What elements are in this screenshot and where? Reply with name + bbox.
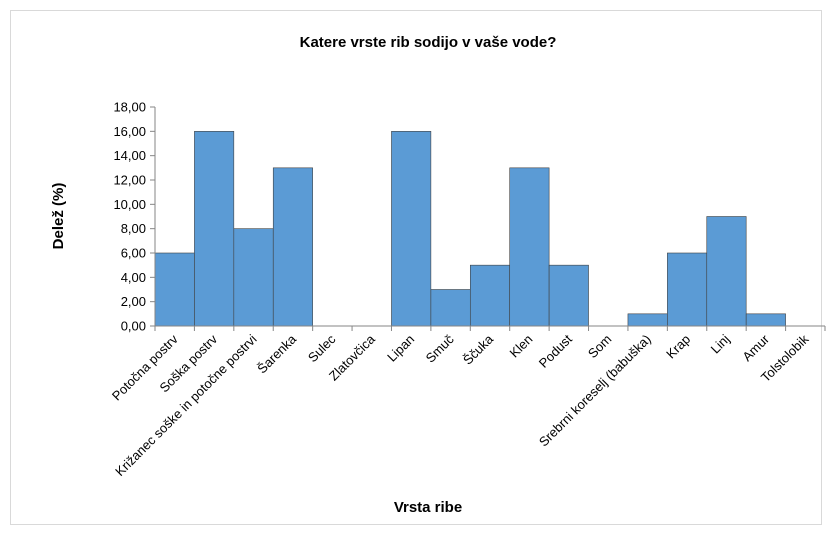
chart-title: Katere vrste rib sodijo v vaše vode? (300, 34, 557, 51)
x-tick-label: Križanec soške in potočne postrvi (112, 331, 260, 479)
bar-1 (194, 131, 235, 327)
y-tick-label: 12,00 (113, 173, 146, 188)
axes-group (154, 107, 825, 327)
bar-2 (233, 228, 274, 327)
x-tick-label: Smuč (423, 331, 457, 365)
y-tick-label: 8,00 (121, 221, 146, 236)
bar-13 (667, 252, 708, 327)
bar-12 (627, 313, 668, 327)
y-tick-label: 14,00 (113, 148, 146, 163)
x-tick-label: Ščuka (460, 331, 497, 368)
x-tick-label: Som (585, 332, 615, 362)
y-tick-label: 6,00 (121, 246, 146, 261)
x-tick-label: Sulec (305, 331, 339, 365)
x-tick-label: Klen (507, 332, 536, 361)
bar-15 (745, 313, 786, 327)
x-tick-label: Amur (739, 331, 772, 364)
y-tick-label: 18,00 (113, 100, 146, 115)
x-axis-title: Vrsta ribe (394, 499, 462, 516)
bar-0 (154, 252, 195, 327)
x-tick-label: Krap (663, 332, 693, 362)
y-tick-label: 2,00 (121, 294, 146, 309)
x-tick-label: Potočna postrv (109, 331, 181, 403)
y-tick-label: 0,00 (121, 319, 146, 334)
bar-3 (272, 167, 313, 327)
bar-7 (430, 289, 471, 327)
x-tick-label: Linj (708, 331, 733, 356)
bar-6 (391, 131, 432, 327)
bar-9 (509, 167, 550, 327)
y-tick-label: 4,00 (121, 270, 146, 285)
y-tick-label: 16,00 (113, 124, 146, 139)
y-tick-label: 10,00 (113, 197, 146, 212)
y-ticks-group: 0,00 2,00 4,00 6,00 8,00 10,00 12,00 14,00 16,00… (113, 100, 155, 334)
x-tick-label: Šarenka (254, 331, 299, 376)
bar-10 (548, 264, 589, 327)
bar-14 (706, 216, 747, 327)
bar-8 (469, 264, 511, 327)
x-tick-label: Podust (536, 331, 575, 370)
x-tick-label: Lipan (384, 332, 417, 365)
bars-group (154, 131, 786, 327)
y-axis-title: Delež (%) (50, 183, 67, 250)
